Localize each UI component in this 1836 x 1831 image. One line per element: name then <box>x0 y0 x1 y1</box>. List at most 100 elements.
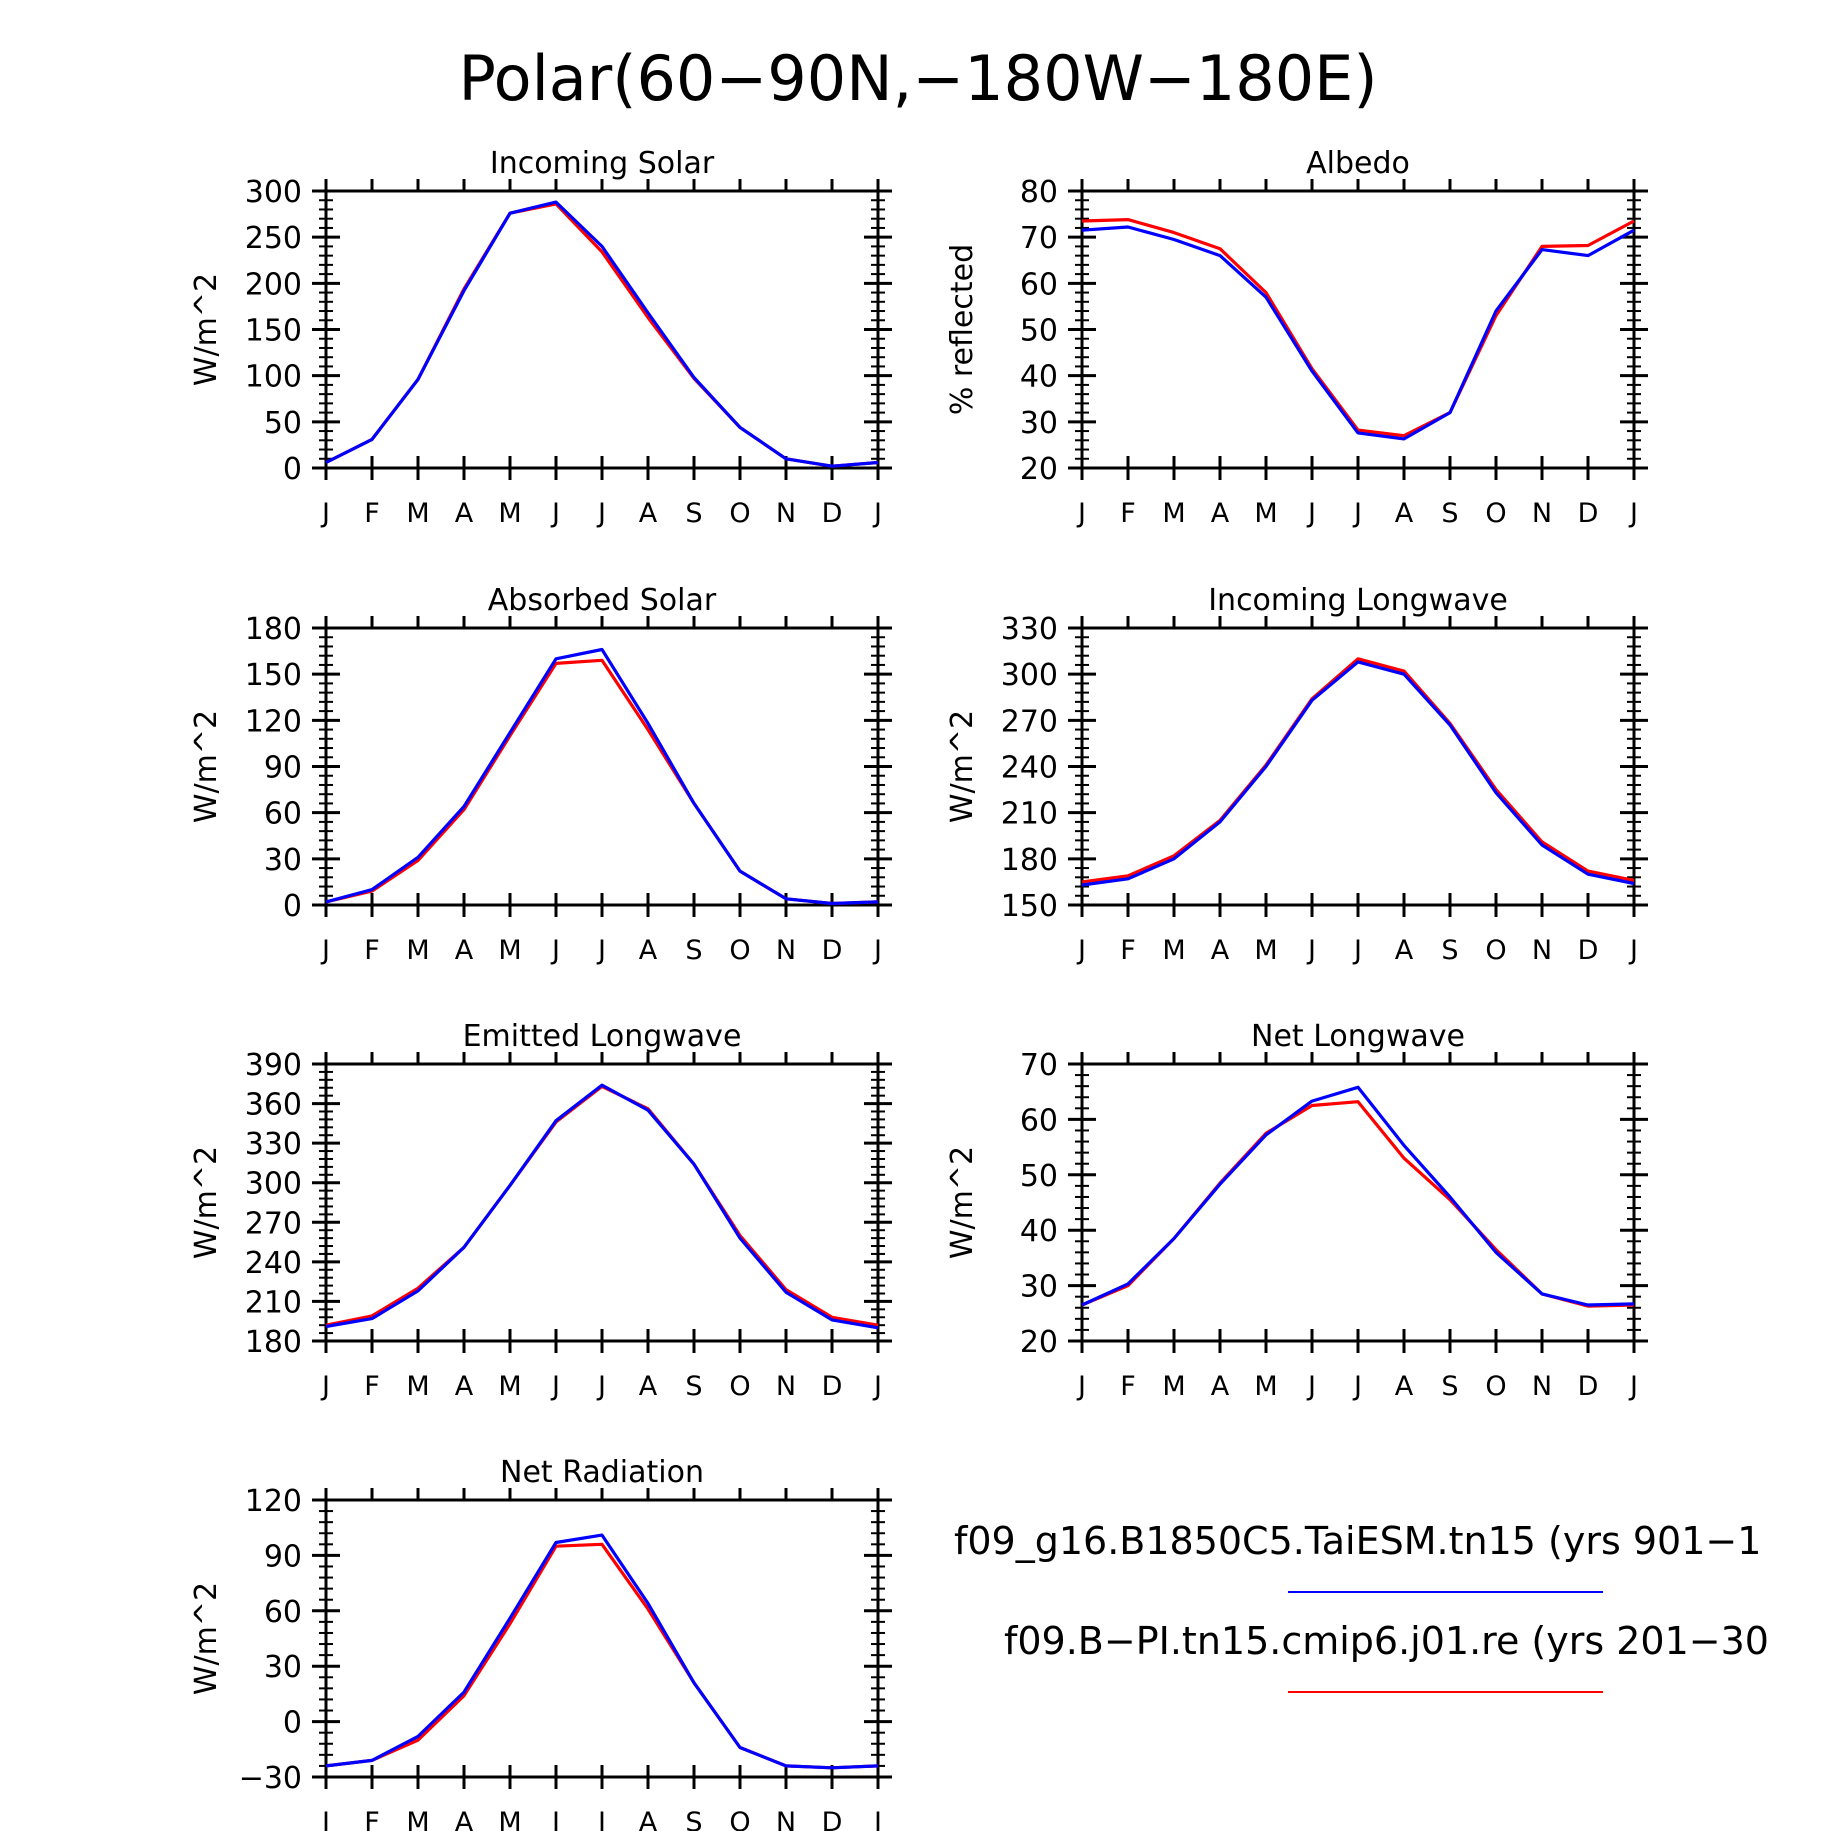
x-tick-label: M <box>498 1371 521 1402</box>
panel-title: Net Longwave <box>1251 1019 1465 1054</box>
x-tick-label: D <box>1578 935 1599 966</box>
y-tick-label: 240 <box>1001 751 1058 786</box>
x-tick-label: J <box>872 1371 882 1402</box>
panel-title: Incoming Solar <box>490 146 715 181</box>
x-tick-label: O <box>1485 935 1506 966</box>
x-tick-label: D <box>822 935 843 966</box>
x-tick-label: O <box>1485 1371 1506 1402</box>
x-tick-label: J <box>1352 498 1362 529</box>
plot-frame <box>324 1498 880 1779</box>
page-title: Polar(60−90N,−180W−180E) <box>458 42 1377 115</box>
x-tick-label: J <box>320 935 330 966</box>
y-tick-label: 30 <box>1020 406 1058 441</box>
y-axis-label: W/m^2 <box>945 710 980 823</box>
y-tick-label: 300 <box>245 1167 302 1202</box>
y-tick-label: 90 <box>264 751 302 786</box>
y-tick-label: 0 <box>283 1706 302 1741</box>
x-tick-label: D <box>822 1371 843 1402</box>
x-tick-label: D <box>822 498 843 529</box>
series-line-2 <box>1081 660 1635 887</box>
x-tick-label: O <box>1485 498 1506 529</box>
y-tick-label: 60 <box>264 797 302 832</box>
y-tick-label: 50 <box>1020 1159 1058 1194</box>
x-tick-label: F <box>364 935 380 966</box>
x-tick-label: N <box>1532 935 1552 966</box>
x-tick-label: A <box>455 1807 474 1831</box>
y-tick-label: 270 <box>1001 704 1058 739</box>
y-tick-label: 20 <box>1020 452 1058 487</box>
legend-label-1: f09_g16.B1850C5.TaiESM.tn15 (yrs 901−1 <box>954 1519 1761 1563</box>
series-line-1 <box>325 202 879 468</box>
y-tick-label: −30 <box>239 1761 302 1796</box>
x-tick-label: N <box>776 498 796 529</box>
x-tick-label: F <box>1120 1371 1136 1402</box>
series-line-1 <box>325 658 879 906</box>
x-tick-label: F <box>364 1807 380 1831</box>
y-tick-label: 100 <box>245 360 302 395</box>
y-tick-label: 80 <box>1020 175 1058 210</box>
x-tick-label: M <box>1254 1371 1277 1402</box>
plot-frame <box>324 189 880 470</box>
x-tick-label: J <box>1352 935 1362 966</box>
series-line-1 <box>1081 657 1635 884</box>
panels-group: J F M A M J J A S O N D J050100150200250300Incoming … <box>189 146 1648 1831</box>
y-tick-label: 300 <box>245 175 302 210</box>
y-tick-label: 30 <box>264 1650 302 1685</box>
x-tick-label: J <box>872 498 882 529</box>
x-tick-label: J <box>1628 498 1638 529</box>
x-tick-label: M <box>1162 498 1185 529</box>
x-tick-label: A <box>1395 935 1414 966</box>
series-line-1 <box>1081 1100 1635 1308</box>
x-tick-label: N <box>776 935 796 966</box>
x-tick-label: J <box>550 498 560 529</box>
y-tick-label: 180 <box>1001 843 1058 878</box>
y-tick-label: 300 <box>1001 658 1058 693</box>
x-tick-label: J <box>1306 498 1316 529</box>
series-line-2 <box>325 200 879 468</box>
x-tick-label: M <box>406 1371 429 1402</box>
x-tick-label: N <box>776 1807 796 1831</box>
x-tick-label: J <box>1076 935 1086 966</box>
y-tick-label: 60 <box>1020 1103 1058 1138</box>
series-line-2 <box>1081 225 1635 441</box>
x-tick-label: S <box>685 935 702 966</box>
y-tick-label: 70 <box>1020 1048 1058 1083</box>
panel-title: Absorbed Solar <box>488 583 717 618</box>
y-tick-label: 150 <box>1001 889 1058 924</box>
series-line-2 <box>1081 1085 1635 1307</box>
y-tick-label: 180 <box>245 1325 302 1360</box>
x-tick-label: J <box>320 498 330 529</box>
y-tick-label: 210 <box>245 1285 302 1320</box>
x-tick-label: J <box>1628 935 1638 966</box>
y-tick-label: 70 <box>1020 221 1058 256</box>
x-tick-label: F <box>1120 935 1136 966</box>
y-axis-label: W/m^2 <box>189 1582 224 1695</box>
x-tick-label: J <box>320 1807 330 1831</box>
x-tick-label: A <box>1211 935 1230 966</box>
y-tick-label: 60 <box>264 1595 302 1630</box>
y-tick-label: 60 <box>1020 267 1058 302</box>
x-tick-label: J <box>872 935 882 966</box>
y-axis-label: W/m^2 <box>945 1146 980 1259</box>
x-tick-label: F <box>364 498 380 529</box>
x-tick-label: D <box>822 1807 843 1831</box>
x-tick-label: S <box>1441 498 1458 529</box>
x-tick-label: J <box>320 1371 330 1402</box>
y-tick-label: 270 <box>245 1206 302 1241</box>
x-tick-label: D <box>1578 1371 1599 1402</box>
x-tick-label: J <box>550 935 560 966</box>
x-tick-label: N <box>776 1371 796 1402</box>
y-tick-label: 150 <box>245 658 302 693</box>
x-tick-label: M <box>1162 935 1185 966</box>
x-tick-label: M <box>498 1807 521 1831</box>
x-tick-label: J <box>596 935 606 966</box>
y-tick-label: 250 <box>245 221 302 256</box>
x-tick-label: S <box>685 498 702 529</box>
x-tick-label: M <box>406 1807 429 1831</box>
y-axis-label: W/m^2 <box>189 273 224 386</box>
y-tick-label: 0 <box>283 889 302 924</box>
y-tick-label: 50 <box>264 406 302 441</box>
x-tick-label: M <box>498 935 521 966</box>
